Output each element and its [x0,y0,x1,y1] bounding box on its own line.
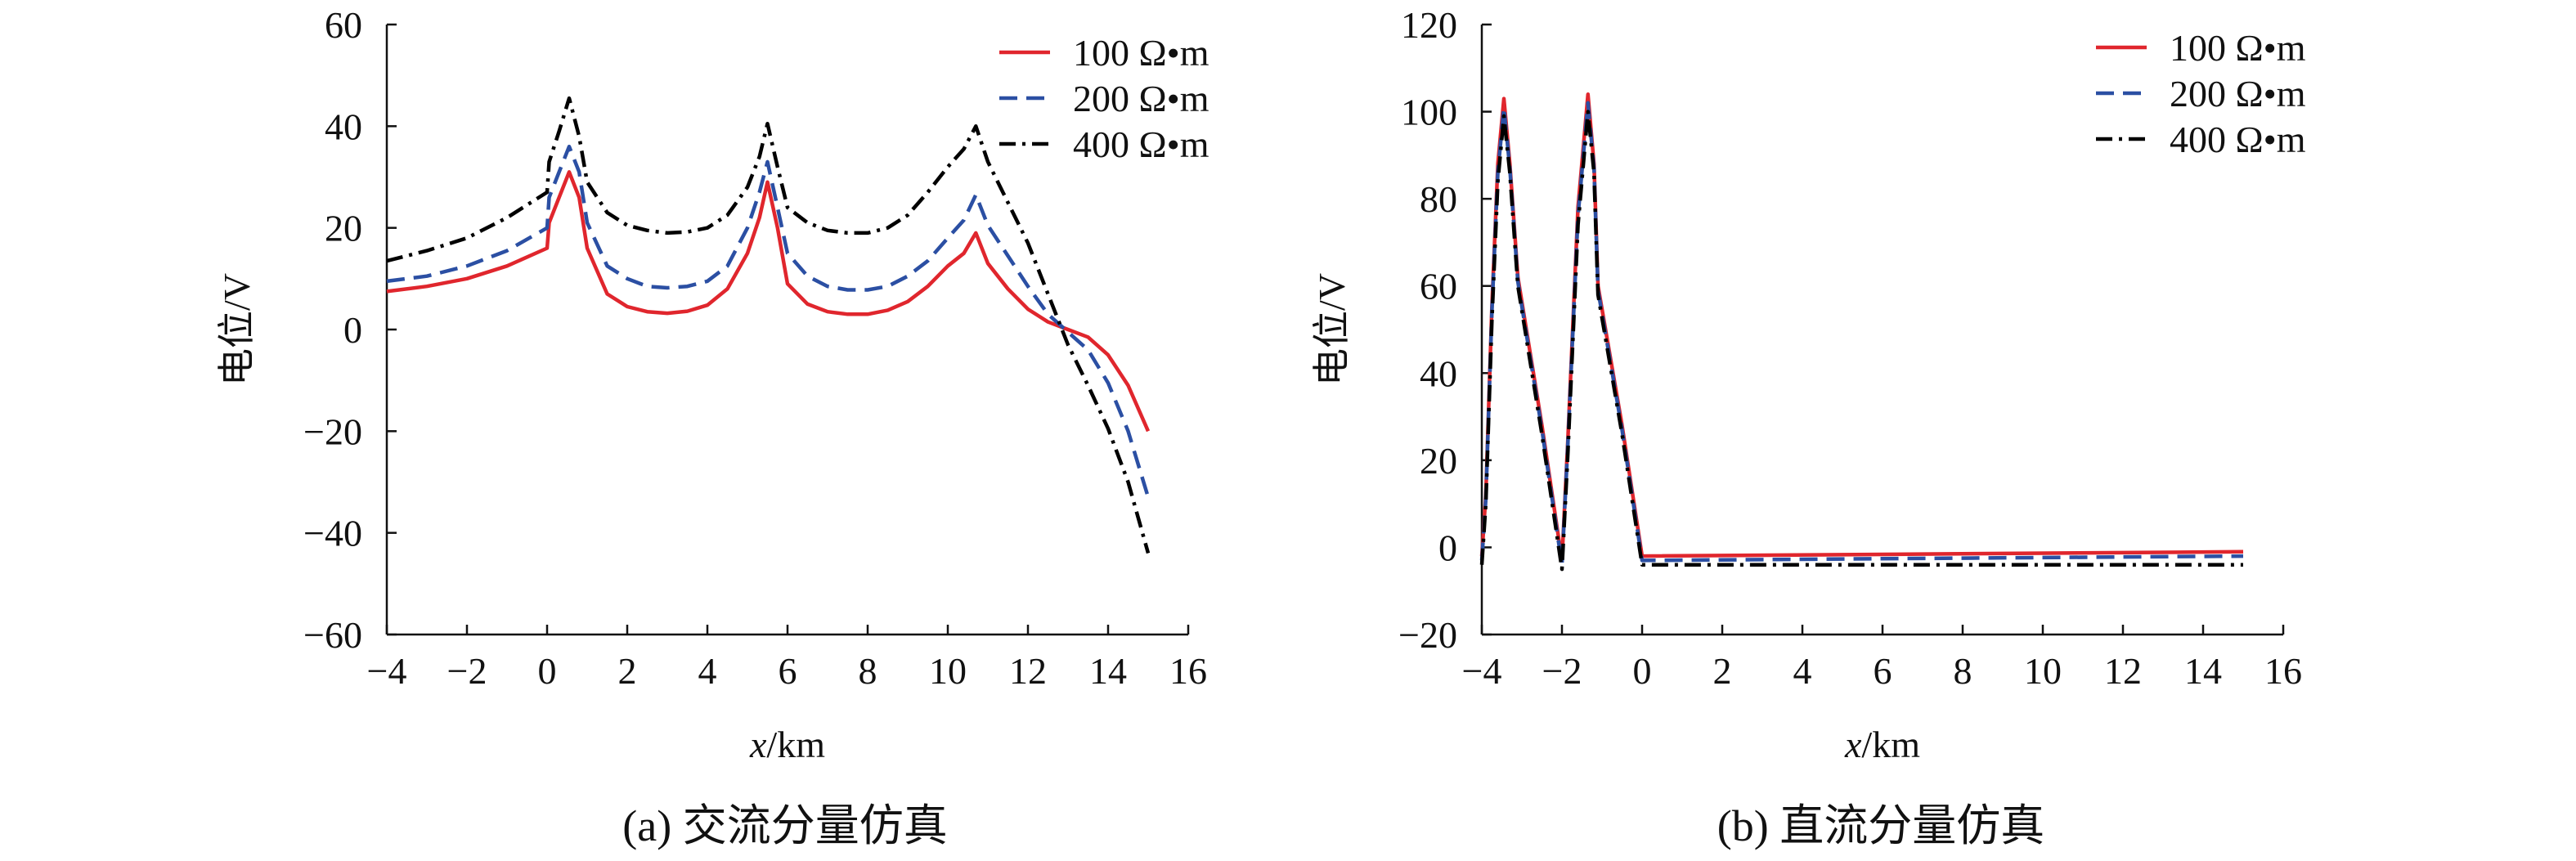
legend-label-2: 200 Ω•m [2170,73,2306,114]
x-axis-title: x/km [749,724,825,765]
series-line-1 [386,170,1151,433]
x-tick-label: 10 [929,650,967,692]
x-axis-unit: /km [766,724,825,765]
x-tick-label: 2 [618,650,637,692]
legend-label-1: 100 Ω•m [2170,27,2306,69]
y-tick-label: 60 [1420,266,1457,307]
x-tick-label: 12 [1009,650,1047,692]
x-tick-label: 10 [2024,650,2062,692]
series-line-3 [1479,110,2243,572]
x-axis-title: x/km [1844,724,1920,765]
x-tick-label: 4 [1793,650,1812,692]
legend-label-3: 400 Ω•m [1073,123,1209,165]
x-tick-label: −2 [1542,650,1582,692]
y-tick-label: 100 [1401,92,1457,133]
panel-caption: (a) 交流分量仿真 [622,801,947,850]
y-tick-label: 20 [1420,440,1457,482]
y-axis-title: 电位/V [216,273,258,386]
x-axis-variable: x [749,724,767,765]
x-tick-label: −4 [1462,650,1502,692]
y-tick-label: −40 [303,513,362,554]
x-tick-label: 0 [1633,650,1652,692]
series-line-3 [386,96,1151,554]
legend-label-2: 200 Ω•m [1073,78,1209,119]
x-axis-variable: x [1844,724,1862,765]
y-tick-label: 80 [1420,178,1457,220]
y-tick-label: 120 [1401,4,1457,46]
x-tick-label: 14 [1089,650,1127,692]
y-tick-label: 20 [325,208,362,249]
x-tick-label: 16 [1169,650,1207,692]
y-tick-label: −20 [303,410,362,452]
x-axis-unit: /km [1861,724,1920,765]
y-tick-label: 0 [343,309,362,351]
x-tick-label: 12 [2104,650,2142,692]
x-tick-label: 2 [1713,650,1732,692]
x-tick-label: 6 [779,650,797,692]
series-line-2 [1479,101,2244,567]
y-tick-label: 40 [325,105,362,147]
x-tick-label: 14 [2184,650,2222,692]
x-tick-label: −2 [447,650,487,692]
x-tick-label: 0 [538,650,557,692]
series-line-1 [1479,92,2244,563]
y-tick-label: −60 [303,614,362,656]
series-line-2 [386,144,1151,498]
panel-caption: (b) 直流分量仿真 [1717,801,2044,850]
legend-label-3: 400 Ω•m [2170,119,2306,160]
x-tick-label: 8 [1954,650,1972,692]
x-tick-label: 8 [859,650,877,692]
y-axis-title: 电位/V [1311,273,1353,386]
y-tick-label: 0 [1438,527,1457,568]
x-tick-label: −4 [367,650,407,692]
legend-label-1: 100 Ω•m [1073,32,1209,74]
x-tick-label: 4 [698,650,717,692]
x-tick-label: 6 [1874,650,1892,692]
y-tick-label: 40 [1420,352,1457,394]
y-tick-label: 60 [325,4,362,46]
y-tick-label: −20 [1398,614,1457,656]
x-tick-label: 16 [2264,650,2302,692]
